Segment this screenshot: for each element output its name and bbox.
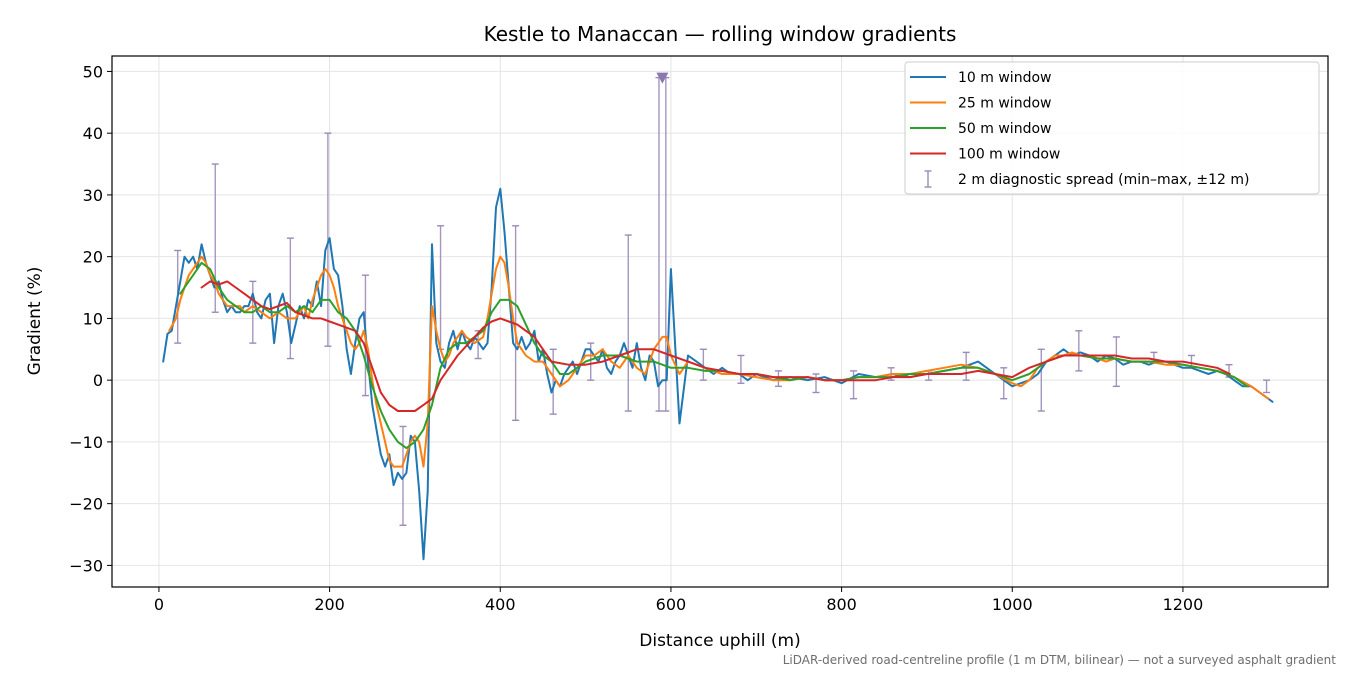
x-tick-label: 1200 [1163,595,1204,614]
series-line [168,255,1270,468]
diagnostic-spread-bar [1000,367,1008,400]
y-axis-title: Gradient (%) [25,267,45,376]
diagnostic-spread-bar [324,132,332,347]
legend-label: 10 m window [958,70,1051,86]
diagnostic-spread-bar [850,370,858,400]
y-tick-label: 10 [83,309,103,328]
diagnostic-spread-bar [1037,348,1045,412]
chart-title: Kestle to Manaccan — rolling window grad… [484,22,957,46]
y-tick-label: 20 [83,248,103,267]
legend-entry: 25 m window [910,96,1051,112]
diagnostic-spread-bar [699,348,707,381]
y-tick-label: 40 [83,124,103,143]
x-tick-label: 600 [656,595,687,614]
legend-entry: 50 m window [910,121,1051,137]
legend-swatch [924,170,932,188]
clip-marker-triangle [656,72,669,84]
x-tick-label: 0 [154,595,164,614]
x-tick-label: 400 [485,595,516,614]
x-tick-label: 200 [314,595,345,614]
diagnostic-spread-bar [1112,336,1120,388]
series-line [179,261,1248,450]
footnote: LiDAR-derived road-centreline profile (1… [783,653,1337,667]
y-tick-label: −20 [69,495,103,514]
x-tick-label: 800 [826,595,857,614]
diagnostic-spread-bar [1263,379,1271,394]
legend-label: 25 m window [958,96,1051,112]
plot-frame [111,55,1329,588]
y-tick-label: −10 [69,433,103,452]
diagnostic-spread-bar [812,373,820,394]
legend-label: 2 m diagnostic spread (min–max, ±12 m) [958,172,1249,188]
series-layer [162,187,1274,561]
legend-label: 50 m window [958,121,1051,137]
y-axis-ticks: −30 −20 −10 0 10 20 30 40 50 [69,62,112,575]
x-axis-title: Distance uphill (m) [639,631,800,651]
x-axis-ticks: 0 200 400 600 800 1000 1200 [154,587,1203,614]
grid [112,56,1328,587]
diagnostic-spread-bar [549,348,557,415]
diagnostic-spread-bar [624,234,632,412]
y-tick-label: 50 [83,62,103,81]
legend-entry: 100 m window [910,147,1060,163]
y-tick-label: 30 [83,186,103,205]
diagnostic-spread-bar [737,354,745,384]
diagnostic-spread-bar [399,425,407,526]
legend-label: 100 m window [958,147,1060,163]
y-tick-label: −30 [69,556,103,575]
legend-frame [904,61,1320,195]
series-line [200,280,1231,412]
legend-entry: 10 m window [910,70,1051,86]
legend-entry: 2 m diagnostic spread (min–max, ±12 m) [924,170,1249,188]
y-tick-label: 0 [93,371,103,390]
diagnostic-spread-bar [1075,330,1083,372]
legend: 10 m window 25 m window 50 m window 100 m w… [904,61,1320,195]
x-tick-label: 1000 [992,595,1033,614]
